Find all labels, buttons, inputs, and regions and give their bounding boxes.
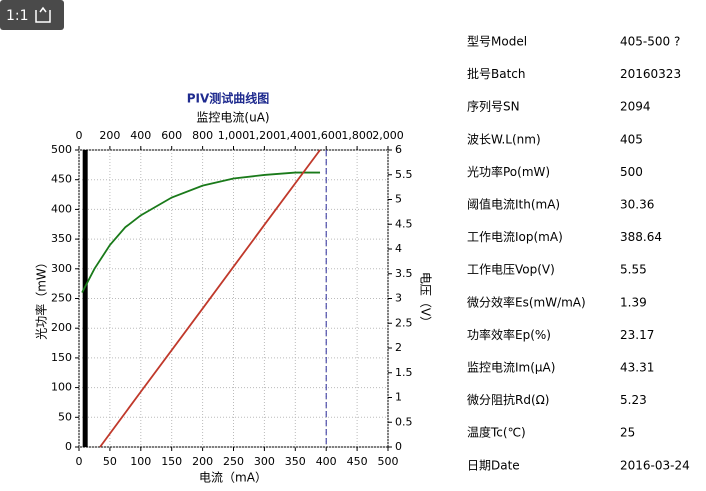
x2-tick-label: 1,800 <box>341 129 373 142</box>
spec-label: 微分阻抗Rd(Ω) <box>467 392 550 407</box>
spec-label: 波长W.L(nm) <box>467 132 541 146</box>
x2-tick-label: 2,000 <box>372 129 404 142</box>
spec-label: 阈值电流Ith(mA) <box>467 197 560 212</box>
x-tick-label: 500 <box>378 455 399 468</box>
y2-tick-label: 5 <box>395 193 402 206</box>
y2-tick-label: 0.5 <box>395 415 413 428</box>
y2-tick-label: 2.5 <box>395 316 413 329</box>
spec-label: 序列号SN <box>467 99 520 114</box>
y2-tick-label: 3 <box>395 292 402 305</box>
spec-label: 工作电流Iop(mA) <box>467 230 563 244</box>
spec-label: 监控电流Im(μA) <box>467 361 555 375</box>
y-tick-label: 0 <box>65 440 72 453</box>
series-line <box>99 149 321 448</box>
x2-tick-label: 600 <box>161 129 182 142</box>
x-tick-label: 350 <box>285 455 306 468</box>
spec-label: 温度Tc(℃) <box>467 425 526 440</box>
y2-tick-label: 1 <box>395 391 402 404</box>
spec-value: 5.23 <box>620 393 647 407</box>
spec-label: 批号Batch <box>467 66 526 81</box>
series-line <box>81 171 321 293</box>
spec-label: 工作电压Vop(V) <box>467 263 555 277</box>
spec-value: 23.17 <box>620 328 654 342</box>
y-tick-label: 50 <box>58 410 72 423</box>
spec-label: 微分效率Es(mW/mA) <box>467 294 586 309</box>
y2-tick-label: 4.5 <box>395 217 413 230</box>
x-axis-label: 电流（mA） <box>199 471 267 485</box>
y-tick-label: 450 <box>51 173 72 186</box>
x-tick-label: 150 <box>161 455 182 468</box>
y2-tick-label: 3.5 <box>395 267 413 280</box>
x-tick-label: 400 <box>316 455 337 468</box>
x-tick-label: 300 <box>254 455 275 468</box>
x-tick-label: 50 <box>103 455 117 468</box>
x-tick-label: 200 <box>192 455 213 468</box>
y-axis-label: 光功率（mW） <box>34 256 49 340</box>
spec-value: 43.31 <box>620 361 654 375</box>
x2-tick-label: 400 <box>130 129 151 142</box>
x2-tick-label: 1,200 <box>249 129 281 142</box>
spec-value: 405-500 ? <box>620 35 680 49</box>
y2-tick-label: 4 <box>395 242 402 255</box>
x2-axis-label: 监控电流(uA) <box>196 111 269 125</box>
spec-value: 500 <box>620 165 643 179</box>
y-tick-label: 500 <box>51 143 72 156</box>
spec-value: 25 <box>620 426 635 440</box>
chart-title: PIV测试曲线图 <box>187 91 270 106</box>
x2-tick-label: 800 <box>192 129 213 142</box>
spec-table: 型号Model 405-500 ? 批号Batch 20160323 序列号SN 2094… <box>467 35 690 473</box>
y-tick-label: 100 <box>51 381 72 394</box>
y-tick-label: 200 <box>51 321 72 334</box>
spec-value: 1.39 <box>620 295 647 309</box>
y-tick-label: 250 <box>51 292 72 305</box>
y2-tick-label: 2 <box>395 341 402 354</box>
x2-tick-label: 1,000 <box>218 129 250 142</box>
y2-tick-label: 5.5 <box>395 168 413 181</box>
spec-value: 405 <box>620 132 643 146</box>
spec-value: 2094 <box>620 100 651 114</box>
spec-label: 型号Model <box>467 35 527 49</box>
x2-tick-label: 1,600 <box>310 129 342 142</box>
x2-tick-label: 0 <box>76 129 83 142</box>
spec-value: 5.55 <box>620 263 647 277</box>
x-tick-label: 250 <box>223 455 244 468</box>
spec-value: 20160323 <box>620 67 681 81</box>
y2-tick-label: 6 <box>395 143 402 156</box>
y-tick-label: 400 <box>51 202 72 215</box>
y-tick-label: 300 <box>51 262 72 275</box>
y-tick-label: 150 <box>51 351 72 364</box>
spec-label: 日期Date <box>467 458 520 472</box>
spec-value: 2016-03-24 <box>620 458 690 472</box>
x-tick-label: 0 <box>76 455 83 468</box>
x2-tick-label: 1,400 <box>280 129 312 142</box>
x-tick-label: 100 <box>130 455 151 468</box>
y-tick-label: 350 <box>51 232 72 245</box>
spec-label: 光功率Po(mW) <box>467 164 550 179</box>
y2-tick-label: 0 <box>395 440 402 453</box>
zoom-label: 1:1 <box>6 8 29 24</box>
spec-value: 30.36 <box>620 198 654 212</box>
x-tick-label: 450 <box>347 455 368 468</box>
spec-label: 功率效率Ep(%) <box>467 327 551 342</box>
spec-value: 388.64 <box>620 230 662 244</box>
x2-tick-label: 200 <box>99 129 120 142</box>
y2-axis-label: 电压（V） <box>419 272 433 328</box>
y2-tick-label: 1.5 <box>395 366 413 379</box>
zoom-icon <box>35 6 51 23</box>
